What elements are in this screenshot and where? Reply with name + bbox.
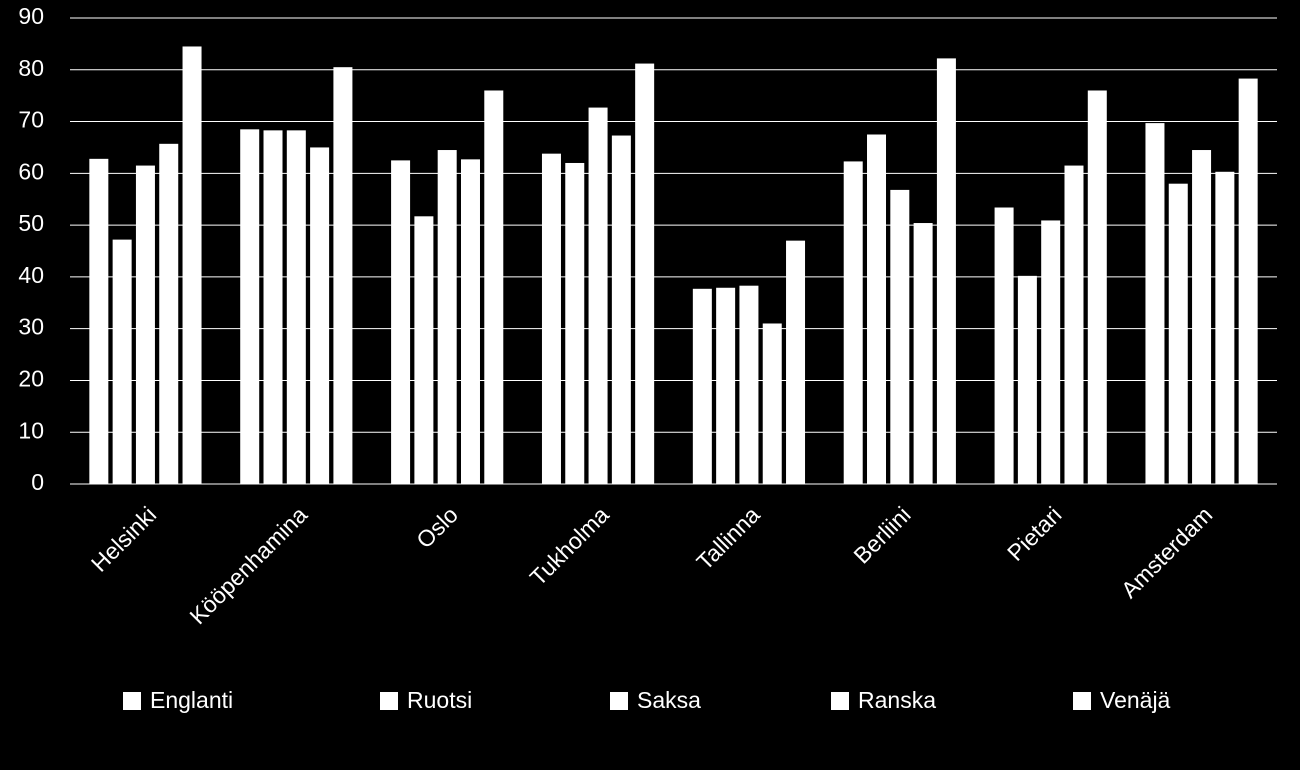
x-tick-label: Tallinna xyxy=(691,501,765,575)
bar xyxy=(333,67,353,484)
bar xyxy=(437,150,457,485)
bar xyxy=(1041,220,1061,484)
bar xyxy=(565,162,585,484)
x-tick-label: Berliini xyxy=(848,501,915,568)
bar xyxy=(762,323,782,484)
bar xyxy=(1087,90,1107,484)
x-tick-label: Pietari xyxy=(1002,501,1066,565)
bar xyxy=(994,207,1014,485)
legend-label: Venäjä xyxy=(1100,687,1171,713)
bar xyxy=(1215,171,1235,484)
bar xyxy=(843,161,863,484)
legend-swatch xyxy=(123,692,141,710)
x-tick-label: Tukholma xyxy=(525,501,614,590)
x-tick-label: Oslo xyxy=(411,501,463,553)
legend-label: Ruotsi xyxy=(407,687,472,713)
bar xyxy=(890,189,910,484)
bar xyxy=(692,288,712,484)
legend-label: Ranska xyxy=(858,687,936,713)
bar xyxy=(739,285,759,484)
y-tick-label: 70 xyxy=(18,107,44,133)
y-tick-label: 20 xyxy=(18,366,44,392)
bar xyxy=(263,130,283,484)
y-tick-label: 0 xyxy=(31,469,44,495)
legend-swatch xyxy=(380,692,398,710)
bar xyxy=(484,90,504,484)
bar xyxy=(240,129,260,485)
bar xyxy=(611,135,631,484)
bar xyxy=(1145,123,1165,484)
bar xyxy=(414,216,434,484)
bar xyxy=(135,165,155,485)
bar xyxy=(310,147,330,484)
y-tick-label: 30 xyxy=(18,314,44,340)
bar xyxy=(159,143,179,484)
bar xyxy=(588,107,608,484)
y-tick-label: 10 xyxy=(18,417,44,443)
bar xyxy=(1238,78,1258,484)
bar xyxy=(1017,275,1037,484)
y-tick-label: 50 xyxy=(18,210,44,236)
y-tick-label: 80 xyxy=(18,55,44,81)
legend-swatch xyxy=(831,692,849,710)
bar xyxy=(286,130,306,484)
bar xyxy=(1064,165,1084,485)
legend-swatch xyxy=(610,692,628,710)
bar xyxy=(460,159,480,484)
legend-label: Englanti xyxy=(150,687,233,713)
x-tick-label: Kööpenhamina xyxy=(184,501,312,629)
bar xyxy=(182,46,202,484)
bar xyxy=(89,158,109,484)
bar xyxy=(1192,150,1212,485)
bar xyxy=(936,58,956,485)
legend-swatch xyxy=(1073,692,1091,710)
legend-label: Saksa xyxy=(637,687,701,713)
bar xyxy=(867,134,887,484)
bar xyxy=(1168,183,1188,484)
y-tick-label: 90 xyxy=(18,3,44,29)
x-tick-label: Helsinki xyxy=(86,501,161,576)
bar xyxy=(112,239,132,484)
y-tick-label: 60 xyxy=(18,158,44,184)
y-tick-label: 40 xyxy=(18,262,44,288)
bar xyxy=(635,63,655,484)
bar xyxy=(913,223,933,485)
bar xyxy=(786,240,806,484)
bar xyxy=(716,287,736,484)
bar xyxy=(541,153,561,484)
bar xyxy=(391,160,411,484)
x-tick-label: Amsterdam xyxy=(1116,501,1218,603)
